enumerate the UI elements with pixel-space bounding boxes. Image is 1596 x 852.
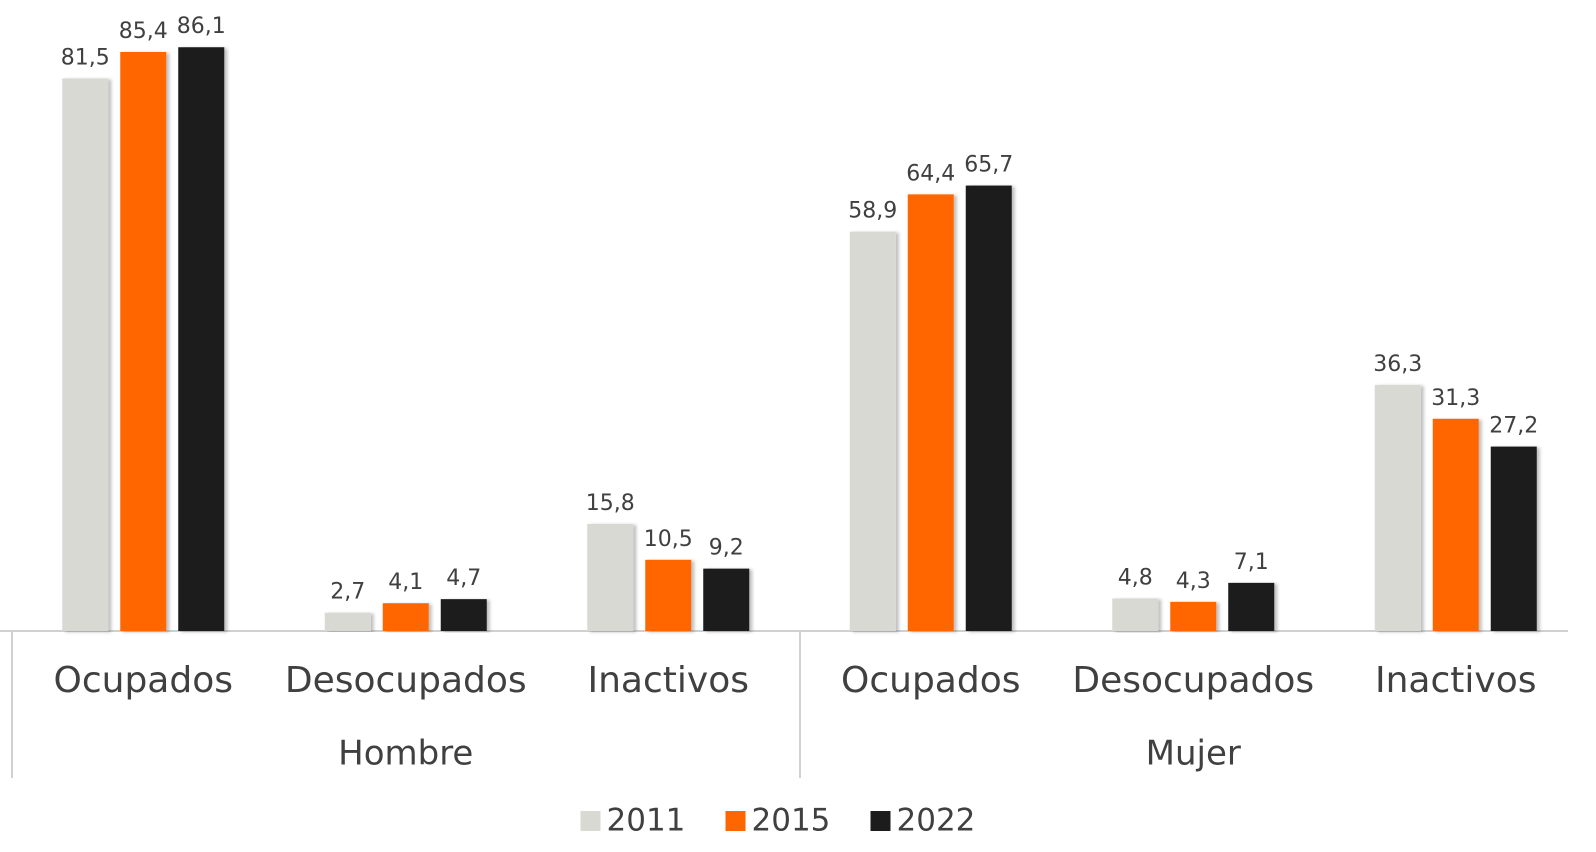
group-label: Hombre bbox=[338, 734, 473, 774]
legend-label: 2015 bbox=[752, 803, 831, 839]
x-tick-label: Ocupados bbox=[54, 660, 234, 701]
bar bbox=[62, 78, 109, 632]
bar bbox=[178, 47, 225, 631]
x-tick-label: Inactivos bbox=[1375, 660, 1537, 701]
bar bbox=[120, 51, 167, 632]
value-label: 27,2 bbox=[1489, 414, 1538, 439]
bar bbox=[440, 599, 487, 631]
value-label: 64,4 bbox=[906, 161, 955, 186]
group-label: Mujer bbox=[1146, 734, 1241, 774]
value-label: 58,9 bbox=[848, 199, 897, 224]
bar bbox=[1228, 582, 1275, 631]
bar bbox=[587, 523, 634, 631]
value-label: 4,7 bbox=[446, 566, 481, 591]
value-label: 65,7 bbox=[964, 153, 1013, 178]
value-label: 85,4 bbox=[119, 19, 168, 44]
value-label: 81,5 bbox=[61, 45, 110, 70]
value-label: 9,2 bbox=[709, 536, 744, 561]
bar bbox=[645, 559, 692, 631]
legend-swatch bbox=[725, 811, 746, 831]
value-label: 4,1 bbox=[388, 570, 423, 595]
legend-label: 2022 bbox=[897, 803, 976, 839]
bar bbox=[965, 185, 1012, 631]
bar bbox=[1432, 418, 1479, 631]
value-label: 15,8 bbox=[586, 491, 635, 516]
legend-label: 2011 bbox=[607, 803, 686, 839]
value-label: 36,3 bbox=[1373, 352, 1422, 377]
bar bbox=[907, 194, 954, 632]
x-tick-label: Inactivos bbox=[588, 660, 750, 701]
bar bbox=[324, 612, 371, 631]
value-label: 86,1 bbox=[177, 14, 226, 39]
bar bbox=[1170, 601, 1217, 631]
value-label: 7,1 bbox=[1234, 550, 1269, 575]
value-label: 4,8 bbox=[1118, 565, 1153, 590]
x-tick-label: Ocupados bbox=[841, 660, 1021, 701]
legend-swatch bbox=[580, 811, 601, 831]
x-tick-label: Desocupados bbox=[285, 660, 527, 701]
bar bbox=[1490, 446, 1537, 631]
bar bbox=[382, 603, 429, 631]
bar bbox=[703, 568, 750, 631]
bar bbox=[849, 231, 896, 631]
value-label: 2,7 bbox=[330, 580, 365, 605]
legend-swatch bbox=[870, 811, 891, 831]
value-label: 31,3 bbox=[1431, 386, 1480, 411]
bar bbox=[1112, 598, 1159, 631]
bar bbox=[1374, 384, 1421, 631]
value-label: 4,3 bbox=[1176, 569, 1211, 594]
x-tick-label: Desocupados bbox=[1072, 660, 1314, 701]
value-label: 10,5 bbox=[644, 527, 693, 552]
